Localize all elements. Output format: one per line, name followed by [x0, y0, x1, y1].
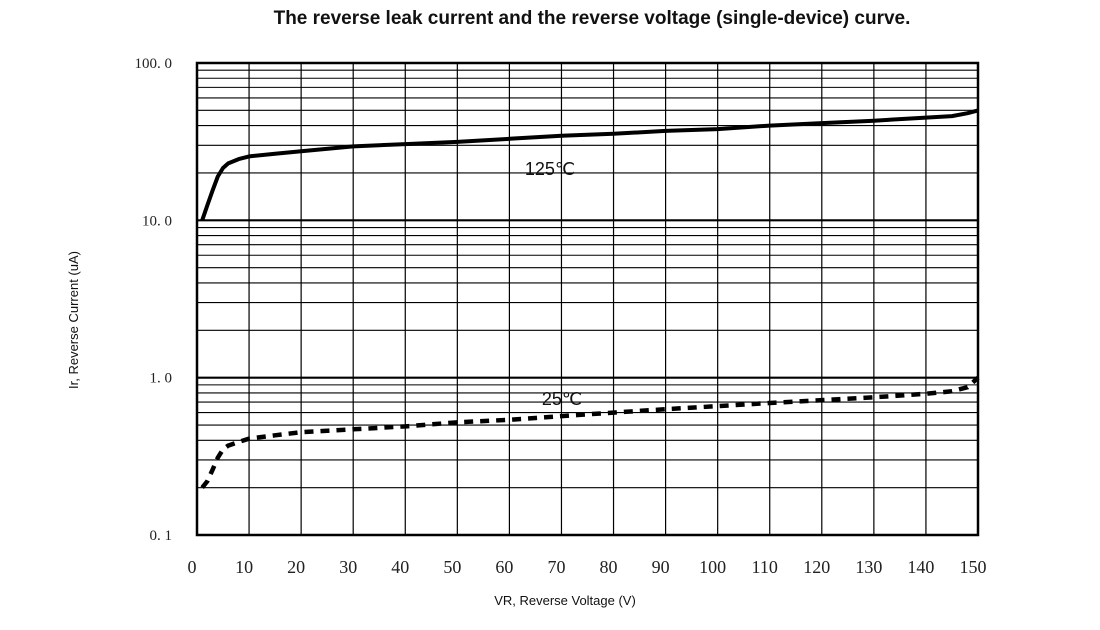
x-tick-label: 70	[547, 557, 565, 577]
x-tick-label: 90	[652, 557, 670, 577]
x-tick-label: 150	[960, 557, 987, 577]
y-tick-label: 0. 1	[150, 528, 173, 544]
chart-title: The reverse leak current and the reverse…	[273, 8, 911, 29]
x-tick-label: 120	[803, 557, 830, 577]
series-label: 25℃	[542, 389, 582, 409]
x-tick-label: 60	[495, 557, 513, 577]
y-tick-label: 10. 0	[142, 213, 172, 229]
series-label: 125℃	[525, 159, 575, 179]
y-tick-label: 1. 0	[150, 371, 173, 387]
y-axis-label: Ir, Reverse Current (uA)	[66, 251, 81, 389]
x-tick-label: 50	[443, 557, 461, 577]
x-tick-label: 20	[287, 557, 305, 577]
x-tick-label: 0	[188, 557, 197, 577]
x-tick-label: 110	[752, 557, 778, 577]
x-tick-label: 80	[600, 557, 618, 577]
series-line	[200, 376, 980, 490]
y-tick-label: 100. 0	[135, 56, 173, 72]
plot-frame	[195, 61, 980, 537]
x-tick-label: 100	[699, 557, 726, 577]
x-tick-label: 40	[391, 557, 409, 577]
x-tick-label: 140	[907, 557, 934, 577]
label-layer: 0. 1 1. 0 10. 0 100. 0 0 10 20 30 40 50 60 70 80 90 10…	[135, 56, 987, 577]
series-layer	[200, 108, 980, 490]
x-tick-label: 130	[855, 557, 882, 577]
grid	[197, 63, 978, 535]
x-tick-label: 10	[235, 557, 253, 577]
x-tick-label: 30	[339, 557, 357, 577]
x-axis-label: VR, Reverse Voltage (V)	[494, 593, 636, 608]
series-line	[200, 108, 979, 221]
